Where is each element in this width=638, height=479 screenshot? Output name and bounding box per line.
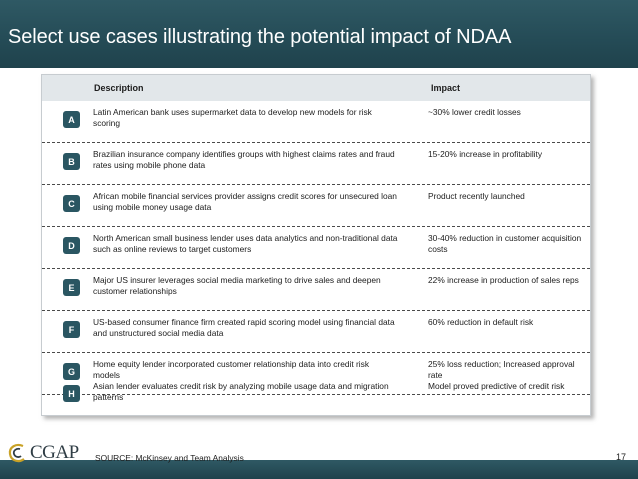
header-impact: Impact [431, 83, 461, 93]
row-divider [42, 268, 590, 269]
row-impact: 22% increase in production of sales reps [428, 275, 579, 285]
row-label-badge: G [63, 363, 80, 380]
slide-title: Select use cases illustrating the potent… [8, 26, 512, 48]
row-description: US-based consumer finance firm created r… [93, 317, 395, 338]
row-description: Asian lender evaluates credit risk by an… [93, 381, 389, 402]
table-row: D North American small business lender u… [42, 227, 590, 269]
row-impact: Product recently launched [428, 191, 525, 201]
row-label-badge: B [63, 153, 80, 170]
row-description: Home equity lender incorporated customer… [93, 359, 370, 380]
row-description: Latin American bank uses supermarket dat… [93, 107, 372, 128]
row-divider [42, 142, 590, 143]
row-divider [42, 310, 590, 311]
row-label-badge: E [63, 279, 80, 296]
table-row: H Asian lender evaluates credit risk by … [42, 375, 590, 415]
source-note: SOURCE: McKinsey and Team Analysis [95, 453, 244, 463]
row-divider [42, 184, 590, 185]
table-header: Description Impact [42, 75, 590, 101]
row-impact: 60% reduction in default risk [428, 317, 534, 327]
row-description: Major US insurer leverages social media … [93, 275, 381, 296]
table-row: A Latin American bank uses supermarket d… [42, 101, 590, 143]
table-row: G Home equity lender incorporated custom… [42, 353, 590, 395]
row-description: African mobile financial services provid… [93, 191, 397, 212]
row-label-badge: F [63, 321, 80, 338]
cgap-swirl-icon [8, 443, 25, 463]
row-description: Brazilian insurance company identifies g… [93, 149, 395, 170]
row-divider [42, 226, 590, 227]
row-divider [42, 394, 590, 395]
header-description: Description [94, 83, 144, 93]
row-impact: ~30% lower credit losses [428, 107, 521, 117]
table-row: C African mobile financial services prov… [42, 185, 590, 227]
page-number: 17 [615, 452, 626, 462]
table-row: B Brazilian insurance company identifies… [42, 143, 590, 185]
title-bar: Select use cases illustrating the potent… [0, 0, 638, 68]
cgap-logo: CGAP [6, 442, 79, 464]
row-impact: 25% loss reduction; Increased approval r… [428, 359, 575, 380]
row-impact: 30-40% reduction in customer acquisition… [428, 233, 582, 254]
row-impact: 15-20% increase in profitability [428, 149, 543, 159]
table-row: F US-based consumer finance firm created… [42, 311, 590, 353]
table-row: E Major US insurer leverages social medi… [42, 269, 590, 311]
logo-text: CGAP [30, 442, 79, 463]
row-impact: Model proved predictive of credit risk [428, 381, 565, 391]
row-description: North American small business lender use… [93, 233, 398, 254]
row-label-badge: H [63, 385, 80, 402]
row-divider [42, 352, 590, 353]
footer-band [0, 460, 638, 479]
row-label-badge: A [63, 111, 80, 128]
use-cases-table: Description Impact A Latin American bank… [41, 74, 591, 416]
row-label-badge: C [63, 195, 80, 212]
row-label-badge: D [63, 237, 80, 254]
